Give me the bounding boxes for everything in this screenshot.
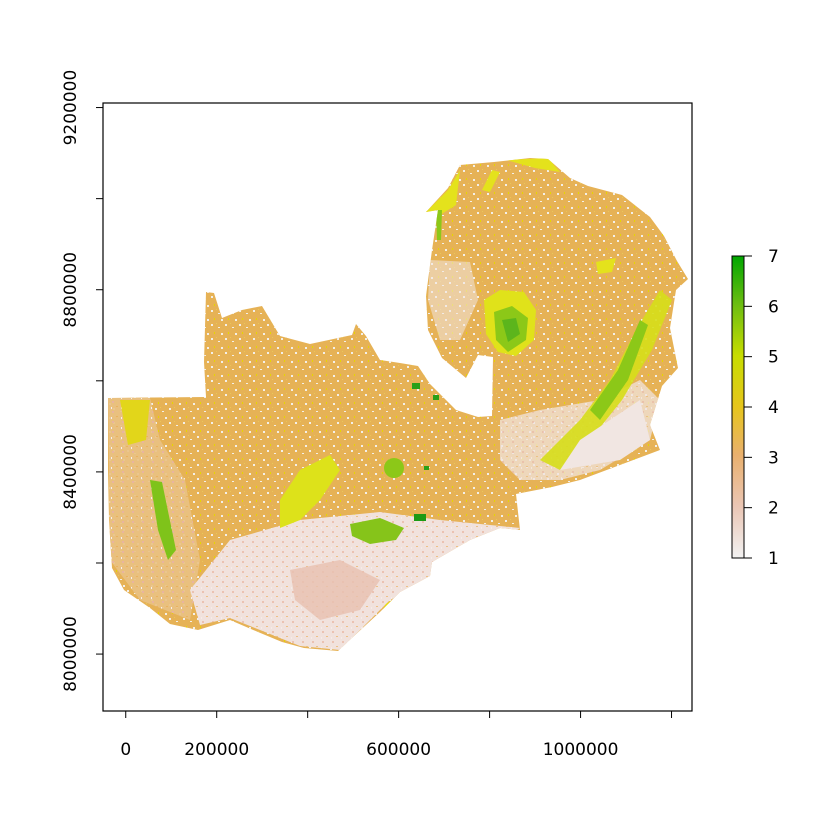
y-tick-label: 8000000 (61, 616, 81, 692)
x-tick-label: 1000000 (543, 740, 619, 760)
luangwa-light-interior (560, 400, 650, 470)
wetland-value-7-a (414, 514, 426, 521)
wetland-value-7-d (433, 395, 439, 400)
western-grassland-speckle (108, 398, 200, 620)
legend-tick-label: 4 (768, 398, 779, 418)
legend-tick-label: 2 (768, 499, 779, 519)
northern-light-zone (428, 260, 478, 340)
legend: 1 2 3 4 5 6 7 (731, 247, 779, 569)
northern-green-line (436, 210, 442, 240)
legend-tick-label: 5 (768, 348, 779, 368)
lukanga-swamp-value-5 (384, 458, 404, 478)
y-tick-label: 9200000 (61, 70, 81, 146)
y-tick-label: 8400000 (61, 434, 81, 510)
kafue-flats-value-5 (350, 518, 404, 544)
barotse-floodplain-value-5 (150, 480, 176, 560)
northeast-yellow-patch (596, 258, 616, 274)
y-axis: 8000000 8400000 8800000 9200000 (61, 70, 104, 692)
legend-tick-label: 6 (768, 297, 779, 317)
wetland-value-7-b (424, 466, 429, 470)
northern-yellow-strip-c (506, 158, 560, 172)
northern-yellow-strip-a (426, 170, 460, 215)
northern-yellow-strip-b (482, 170, 500, 192)
y-tick-label: 8800000 (61, 252, 81, 328)
legend-color-bar (731, 255, 745, 559)
x-tick-label: 600000 (366, 740, 431, 760)
x-tick-label: 0 (120, 740, 131, 760)
bangweulu-value-6 (502, 318, 520, 342)
southern-pink-patch (290, 560, 380, 620)
wetland-value-7-c (412, 383, 420, 389)
legend-ticks: 1 2 3 4 5 6 7 (744, 247, 779, 569)
central-yellow-belt (280, 455, 340, 528)
legend-tick-label: 3 (768, 448, 779, 468)
western-yellow-strip (120, 400, 150, 445)
luangwa-green-strip (590, 320, 648, 420)
legend-tick-label: 7 (768, 247, 779, 267)
x-tick-label: 200000 (184, 740, 249, 760)
x-axis: 0 200000 600000 1000000 (120, 710, 673, 760)
legend-tick-label: 1 (768, 549, 779, 569)
